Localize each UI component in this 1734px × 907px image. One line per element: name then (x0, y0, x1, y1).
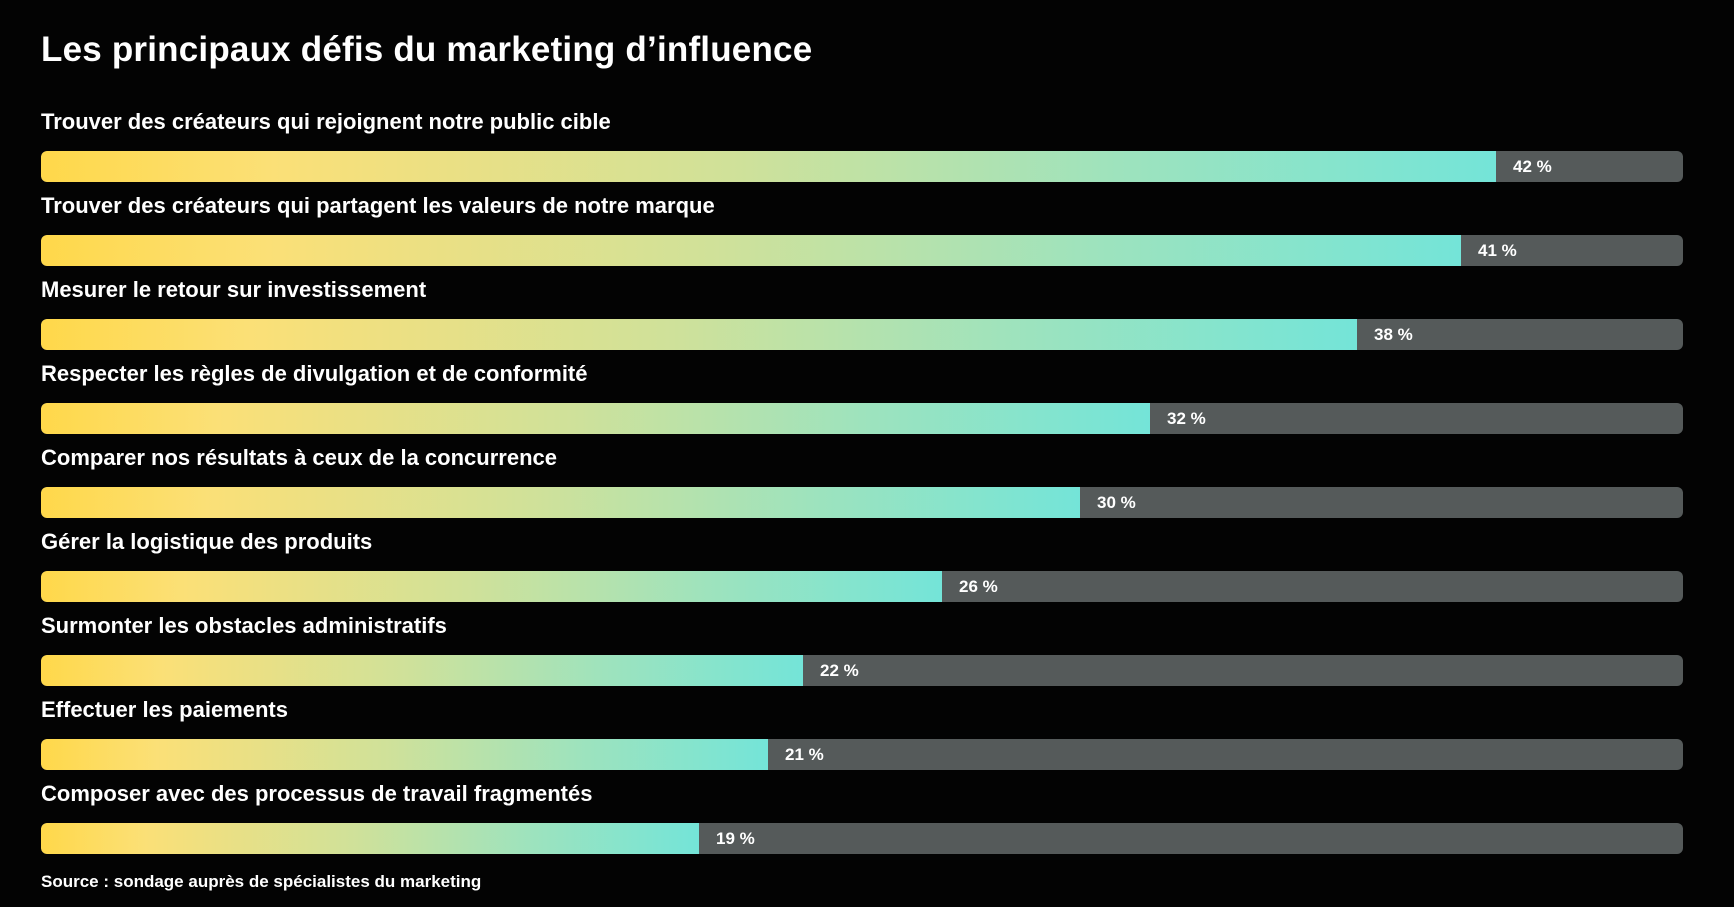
value-label: 26 % (959, 577, 998, 596)
bar-fill (41, 739, 768, 770)
bar-row: Effectuer les paiements 21 % (41, 697, 1683, 781)
bar-track: 19 % (41, 823, 1683, 854)
bar-row: Composer avec des processus de travail f… (41, 781, 1683, 865)
category-label: Comparer nos résultats à ceux de la conc… (41, 445, 557, 470)
category-label: Effectuer les paiements (41, 697, 288, 722)
bar-track: 30 % (41, 487, 1683, 518)
bar-track: 21 % (41, 739, 1683, 770)
category-label: Trouver des créateurs qui rejoignent not… (41, 109, 611, 134)
bar-fill (41, 151, 1496, 182)
category-label: Gérer la logistique des produits (41, 529, 373, 554)
bar-track: 41 % (41, 235, 1683, 266)
value-label: 41 % (1478, 241, 1517, 260)
bar-row: Trouver des créateurs qui rejoignent not… (41, 109, 1683, 193)
value-label: 22 % (820, 661, 859, 680)
bar-row: Surmonter les obstacles administratifs 22… (41, 613, 1683, 697)
bar-chart: Trouver des créateurs qui rejoignent not… (41, 109, 1683, 865)
category-label: Surmonter les obstacles administratifs (41, 613, 447, 638)
value-label: 30 % (1097, 493, 1136, 512)
value-label: 21 % (785, 745, 824, 764)
bar-fill (41, 487, 1080, 518)
value-label: 19 % (716, 829, 755, 848)
source-note: Source : sondage auprès de spécialistes … (41, 872, 482, 891)
category-label: Trouver des créateurs qui partagent les … (41, 193, 715, 218)
bar-fill (41, 823, 699, 854)
bar-track: 32 % (41, 403, 1683, 434)
bar-row: Gérer la logistique des produits 26 % (41, 529, 1683, 613)
category-label: Respecter les règles de divulgation et d… (41, 361, 588, 386)
bar-row: Comparer nos résultats à ceux de la conc… (41, 445, 1683, 529)
bar-row: Mesurer le retour sur investissement 38 % (41, 277, 1683, 361)
value-label: 42 % (1513, 157, 1552, 176)
bar-track: 38 % (41, 319, 1683, 350)
bar-track: 22 % (41, 655, 1683, 686)
bar-row: Trouver des créateurs qui partagent les … (41, 193, 1683, 277)
bar-fill (41, 319, 1357, 350)
bar-row: Respecter les règles de divulgation et d… (41, 361, 1683, 445)
value-label: 32 % (1167, 409, 1206, 428)
chart-title: Les principaux défis du marketing d’infl… (41, 30, 813, 69)
bar-fill (41, 571, 942, 602)
bar-fill (41, 403, 1150, 434)
bar-track: 42 % (41, 151, 1683, 182)
category-label: Mesurer le retour sur investissement (41, 277, 427, 302)
category-label: Composer avec des processus de travail f… (41, 781, 593, 806)
bar-fill (41, 235, 1461, 266)
bar-fill (41, 655, 803, 686)
bar-track: 26 % (41, 571, 1683, 602)
value-label: 38 % (1374, 325, 1413, 344)
